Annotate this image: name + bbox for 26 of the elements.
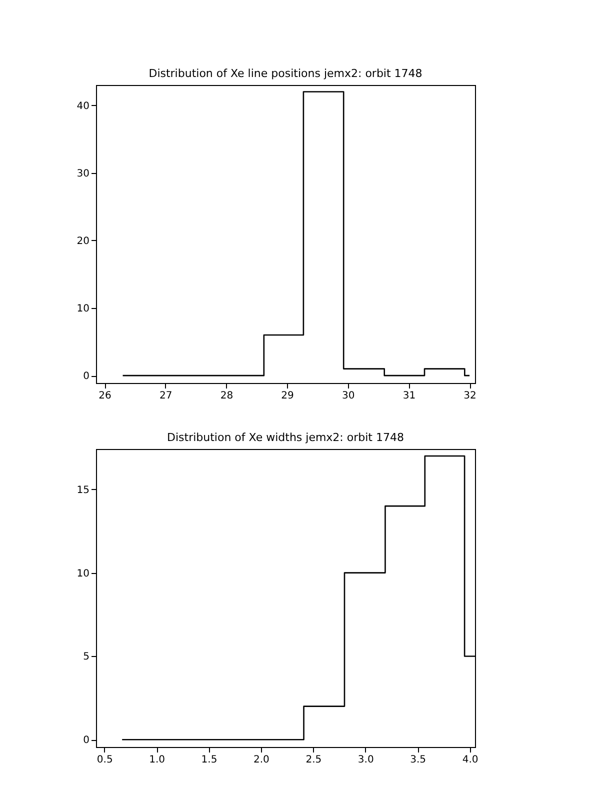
y-tick-label: 30 xyxy=(76,168,90,180)
x-tick-label: 3.0 xyxy=(358,754,374,766)
x-tick-label: 26 xyxy=(98,390,112,402)
x-tick-label: 2.0 xyxy=(254,754,270,766)
x-tick-label: 4.0 xyxy=(462,754,478,766)
y-tick-label: 40 xyxy=(76,100,90,112)
y-tick-label: 20 xyxy=(76,236,90,247)
chart-title: Distribution of Xe line positions jemx2: orbit 1748 xyxy=(148,67,422,80)
y-tick-label: 0 xyxy=(83,735,90,746)
x-tick-label: 30 xyxy=(342,390,355,402)
y-tick-label: 10 xyxy=(76,568,90,580)
y-tick-label: 5 xyxy=(83,652,90,663)
x-tick-label: 3.5 xyxy=(410,754,426,766)
x-tick-label: 31 xyxy=(402,390,416,402)
x-tick-label: 1.5 xyxy=(201,754,218,766)
x-tick-label: 32 xyxy=(464,390,476,402)
y-tick-label: 10 xyxy=(76,303,90,314)
x-tick-label: 2.5 xyxy=(306,754,322,766)
x-tick-label: 0.5 xyxy=(96,754,113,766)
x-tick-label: 29 xyxy=(281,390,294,402)
y-tick-label: 0 xyxy=(83,371,90,382)
chart-title: Distribution of Xe widths jemx2: orbit 1748 xyxy=(167,431,404,444)
x-tick-label: 28 xyxy=(220,390,234,402)
y-tick-label: 15 xyxy=(76,484,90,496)
x-tick-label: 1.0 xyxy=(149,754,166,766)
x-tick-label: 27 xyxy=(159,390,172,402)
